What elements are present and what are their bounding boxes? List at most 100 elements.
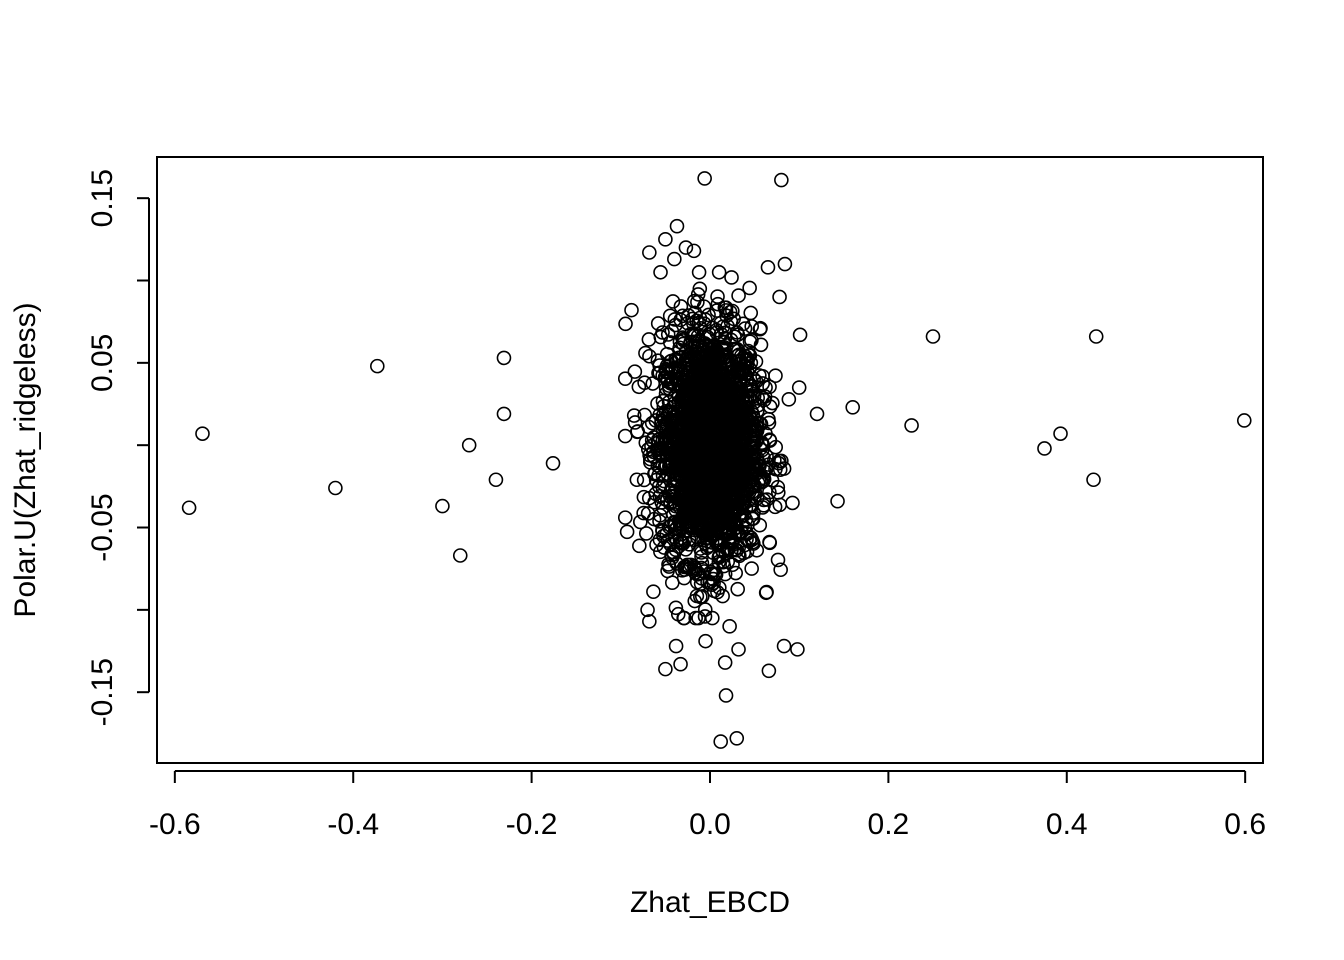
scatter-points: [181, 171, 1252, 749]
cluster-point: [698, 312, 713, 327]
cluster-point: [765, 395, 780, 411]
scatter-point: [772, 289, 787, 305]
cluster-point: [689, 492, 705, 507]
cluster-point: [694, 549, 709, 565]
scatter-point: [370, 358, 385, 374]
scatter-point: [452, 548, 468, 563]
cluster-point: [706, 562, 722, 578]
scatter-point: [668, 638, 684, 654]
cluster-point: [668, 351, 683, 367]
scatter-point: [629, 472, 645, 488]
cluster-point: [715, 543, 730, 559]
cluster-point: [679, 508, 695, 524]
y-tick-label: 0.05: [86, 334, 119, 392]
cluster-point: [721, 507, 736, 523]
cluster-point: [653, 264, 668, 280]
cluster-point: [717, 330, 733, 346]
cluster-point: [710, 383, 725, 399]
cluster-point: [731, 288, 746, 303]
scatter-point: [1236, 413, 1252, 428]
cluster-point: [730, 387, 746, 403]
scatter-point: [658, 232, 673, 247]
cluster-point: [724, 270, 739, 285]
scatter-point: [626, 408, 642, 423]
scatter-point: [698, 633, 713, 649]
cluster-point: [668, 600, 684, 616]
cluster-point: [655, 393, 671, 409]
cluster-point: [719, 514, 735, 530]
cluster-point: [655, 522, 670, 538]
cluster-point: [710, 289, 725, 304]
scatter-point: [658, 661, 673, 677]
cluster-point: [729, 325, 745, 340]
cluster-point: [770, 485, 786, 500]
cluster-point: [694, 571, 709, 586]
cluster-point: [744, 332, 759, 348]
cluster-point: [633, 514, 648, 530]
scatter-point: [722, 619, 737, 634]
scatter-point: [1088, 329, 1104, 344]
scatter-point: [697, 171, 712, 186]
cluster-point: [714, 426, 730, 441]
cluster-point: [716, 400, 732, 416]
cluster-point: [664, 575, 680, 590]
cluster-point: [704, 481, 720, 497]
scatter-point: [640, 602, 655, 618]
cluster-point: [676, 610, 691, 626]
cluster-point: [695, 366, 711, 381]
cluster-point: [733, 447, 748, 462]
x-tick-label: -0.2: [506, 808, 558, 841]
cluster-point: [691, 339, 707, 355]
cluster-point: [664, 420, 680, 436]
scatter-point: [845, 400, 861, 415]
scatter-point: [461, 437, 477, 453]
cluster-point: [653, 329, 669, 345]
cluster-point: [740, 365, 755, 380]
cluster-point: [691, 264, 707, 280]
cluster-point: [654, 495, 669, 510]
cluster-point: [698, 452, 714, 467]
cluster-point: [673, 299, 689, 314]
cluster-point: [720, 450, 735, 466]
cluster-point: [746, 436, 762, 451]
x-tick-label: 0.0: [689, 808, 731, 841]
scatter-point: [713, 734, 729, 749]
scatter-point: [673, 656, 688, 672]
x-tick-label: 0.2: [868, 808, 910, 841]
cluster-point: [678, 542, 694, 557]
dense-point-cluster: [617, 264, 800, 626]
scatter-point: [774, 172, 789, 188]
cluster-point: [701, 326, 717, 342]
cluster-point: [693, 541, 708, 556]
cluster-point: [636, 472, 652, 488]
cluster-point: [687, 305, 703, 321]
cluster-point: [724, 361, 740, 377]
scatter-point: [830, 493, 845, 509]
cluster-point: [692, 348, 708, 363]
cluster-point: [690, 287, 706, 302]
cluster-point: [650, 316, 666, 331]
scatter-point: [496, 406, 512, 422]
cluster-point: [744, 469, 759, 485]
cluster-point: [680, 315, 696, 331]
scatter-point: [777, 256, 793, 272]
scatter-point: [809, 406, 825, 422]
cluster-point: [705, 610, 720, 626]
cluster-point: [762, 535, 778, 551]
cluster-point: [711, 264, 727, 280]
cluster-point: [672, 499, 688, 515]
cluster-point: [668, 517, 683, 532]
y-axis-title: Polar.U(Zhat_ridgeless): [9, 302, 42, 617]
cluster-point: [696, 532, 711, 548]
scatter-point: [760, 260, 776, 275]
cluster-point: [638, 526, 654, 541]
scatter-point: [904, 418, 919, 433]
cluster-point: [663, 537, 678, 552]
cluster-point: [738, 353, 754, 369]
cluster-point: [637, 375, 652, 390]
cluster-point: [688, 405, 704, 420]
cluster-point: [781, 392, 797, 407]
scatter-point: [195, 426, 210, 441]
cluster-point: [646, 584, 661, 599]
cluster-point: [672, 334, 688, 350]
